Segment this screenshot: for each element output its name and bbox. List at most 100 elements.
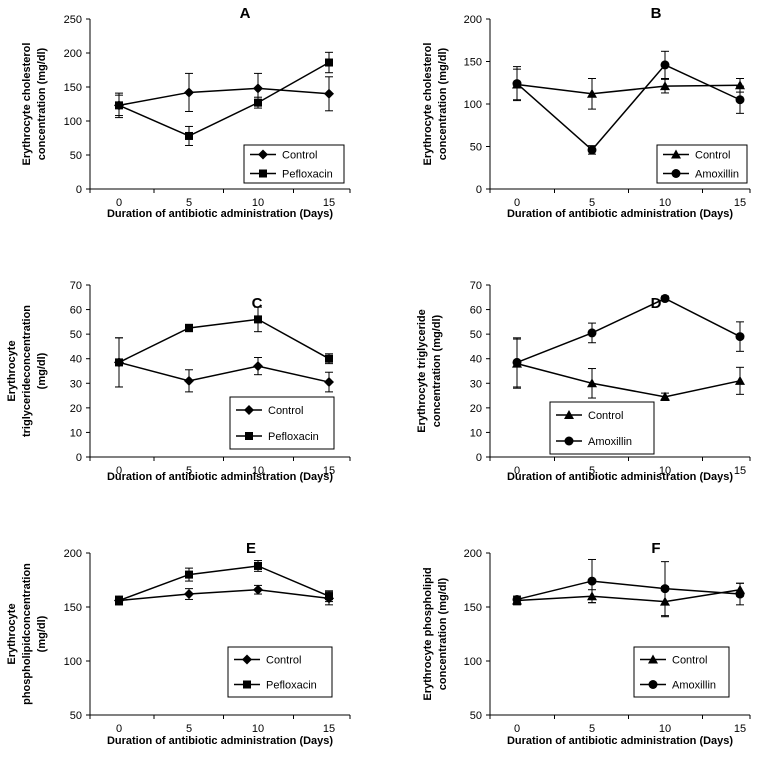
panel-a-x-tick-label: 5 [186,197,192,209]
panel-f-series-control-line [516,588,741,603]
panel-b-x-axis-title: Duration of antibiotic administration (D… [507,208,733,220]
panel-e-y-tick-label: 200 [64,548,82,560]
panel-a-x-axis-title: Duration of antibiotic administration (D… [107,208,333,220]
panel-c-x-tick-label: 15 [323,465,335,477]
panel-d-x-tick-label: 15 [734,465,746,477]
panel-c-x-axis-title: Duration of antibiotic administration (D… [107,471,333,483]
panel-a-series-pefloxacin-point [254,98,262,107]
panel-c-y-tick-label: 10 [70,427,82,439]
panel-a-y-tick-label: 0 [76,184,82,196]
panel-b-y-tick-label: 150 [464,57,482,69]
panel-c-y-axis-title-line: (mg/dl) [36,352,48,389]
panel-b-series-amoxillin-line [516,63,741,151]
panel-d-legend-box [549,401,655,455]
panel-f-series-amoxillin-point [660,584,670,594]
panel-f-x-axis-title: Duration of antibiotic administration (D… [507,735,733,747]
panel-a-legend-marker [258,149,268,160]
panel-b-series-control-point [660,81,670,91]
panel-e-legend-label: Control [266,655,301,667]
panel-d-legend-label: Control [588,410,623,422]
panel-f-x-tick-label: 0 [514,723,520,735]
panel-a-x-tick-label: 15 [323,197,335,209]
panel-c-y-tick-label: 60 [70,305,82,317]
panel-a-legend-label: Control [282,150,317,162]
panel-f-x-tick-label: 10 [659,723,671,735]
panel-b-legend-marker [671,149,681,159]
panel-b-series-amoxillin-point [512,79,522,89]
panel-b-y-axis-title-line: Erythrocyte cholesterol [422,43,434,166]
panel-c-series-pefloxacin-line [118,318,330,364]
panel-e-series-pefloxacin-line [118,565,330,602]
panel-d-series-control-point [735,375,745,385]
panel-b-x-tick-label: 15 [734,197,746,209]
panel-d-series-amoxillin-line [516,297,741,364]
panel-a-series-control-point [184,87,194,98]
panel-f-y-tick-label: 150 [464,602,482,614]
panel-a-y-axis-title-line: concentration (mg/dl) [36,47,48,160]
panel-e-x-tick-label: 15 [323,723,335,735]
panel-f-title: F [651,540,660,557]
panel-f-y-axis-title-line: concentration (mg/dl) [437,577,449,690]
panel-b-legend-marker [671,169,681,178]
panel-e-y-axis-title-line: (mg/dl) [36,615,48,652]
panel-d-y-tick-label: 30 [470,378,482,390]
panel-b-x-tick-label: 5 [589,197,595,209]
panel-f-series-amoxillin-line [516,580,741,601]
panel-e-series-pefloxacin-point [254,561,262,570]
panel-e-legend-label: Pefloxacin [266,680,317,692]
panel-e-x-tick-label: 0 [116,723,122,735]
panel-b-x-tick-label: 10 [659,197,671,209]
panel-c-series-control-point [184,375,194,386]
panel-c-legend: Control Pefloxacin [229,396,335,450]
panel-a-y-tick-label: 250 [64,14,82,26]
panel-f-x-tick-label: 5 [589,723,595,735]
panel-a-legend-marker [259,169,267,178]
panel-f-series-amoxillin-point [587,576,597,586]
panel-d-y-axis-title-line: Erythrocyte triglyceride [416,309,428,433]
panel-d-y-tick-label: 0 [476,452,482,464]
panel-b-legend: Control Amoxillin [656,144,748,184]
panel-f-series-amoxillin-point [512,594,522,604]
panel-a-series-control-point [253,83,263,94]
panel-e-x-axis-title: Duration of antibiotic administration (D… [107,735,333,747]
panel-e-series-pefloxacin-point [185,570,193,579]
panel-d-y-tick-label: 50 [470,329,482,341]
panel-a-y-tick-label: 200 [64,48,82,60]
panel-e-y-axis-title-line: phospholipidconcentration [21,563,33,705]
panel-e-series-pefloxacin-point [325,592,333,601]
panel-c-y-tick-label: 30 [70,378,82,390]
panel-f-y-tick-label: 200 [464,548,482,560]
panel-c-title: C [252,295,263,312]
panel-c-x-tick-label: 10 [252,465,264,477]
panel-d-y-axis-title-line: concentration (mg/dl) [431,314,443,427]
panel-e-x-tick-label: 5 [186,723,192,735]
panel-c-legend-box [229,396,335,450]
panel-b-series-control-line [516,83,741,95]
panel-c-series-control-point [253,361,263,372]
panel-a-series-control-line [118,87,330,107]
panel-d-x-tick-label: 0 [514,465,520,477]
panel-d-series-amoxillin-point [512,357,522,367]
panel-a-series-control-point [324,88,334,99]
panel-f-legend-label: Control [672,655,707,667]
panel-d-series-control-line [516,362,741,398]
panel-d-series-amoxillin-point [660,294,670,304]
panel-b-series-amoxillin-point [587,145,597,155]
panel-a-y-tick-label: 100 [64,116,82,128]
panel-d-x-tick-label: 10 [659,465,671,477]
panel-e-y-tick-label: 50 [70,710,82,722]
panel-a-x-tick-label: 0 [116,197,122,209]
panel-d-y-tick-label: 40 [470,354,482,366]
panel-b-title: B [651,5,662,22]
panel-d-legend-marker [564,436,574,446]
panel-c-y-tick-label: 40 [70,354,82,366]
panel-e-legend: Control Pefloxacin [227,646,333,698]
panel-f-legend-marker [648,654,658,664]
panel-d-y-tick-label: 70 [470,280,482,292]
panel-b-series-amoxillin-point [735,95,745,105]
